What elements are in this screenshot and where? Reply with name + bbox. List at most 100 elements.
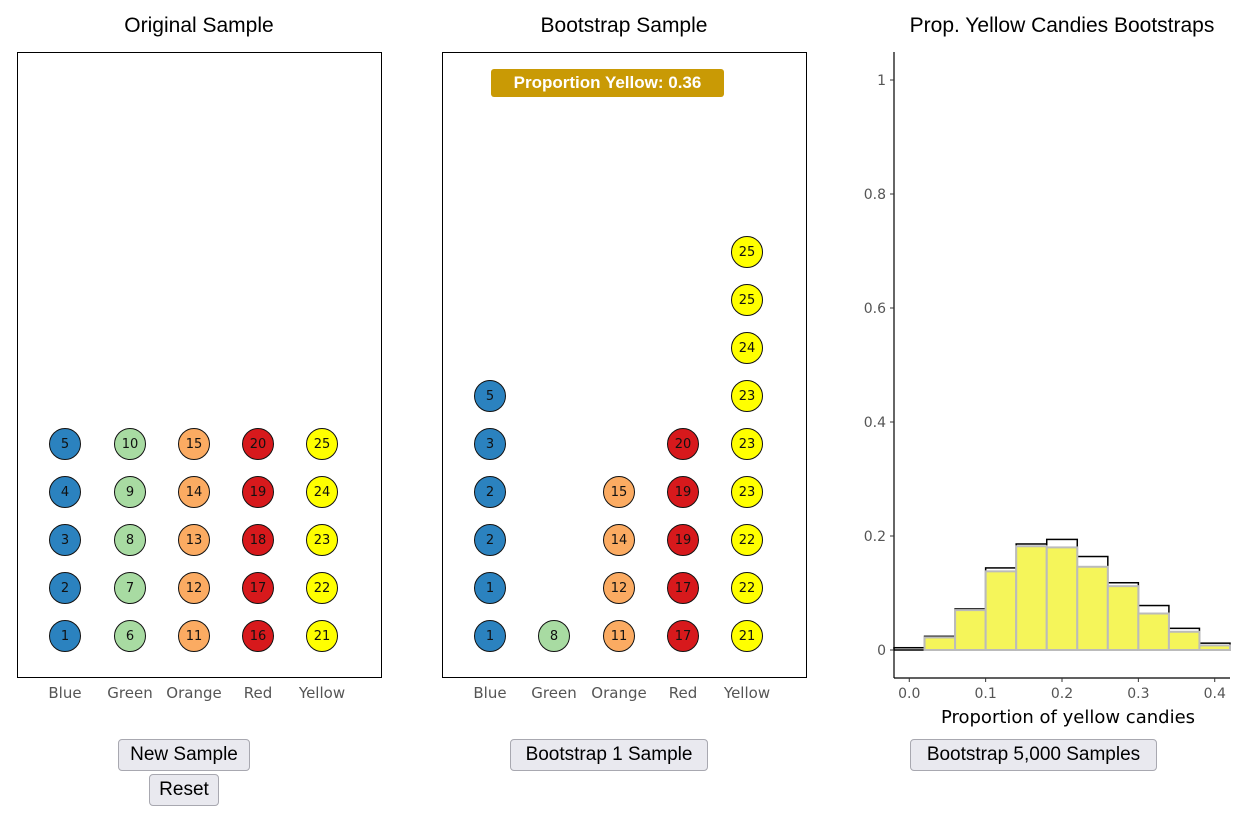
histogram-bar xyxy=(984,567,1017,651)
original-candy: 15 xyxy=(178,428,210,460)
original-candy: 4 xyxy=(49,476,81,508)
original-candy: 7 xyxy=(114,572,146,604)
bootstrap-candy: 19 xyxy=(667,524,699,556)
x-tick-label: 0.4 xyxy=(1204,686,1226,702)
original-category-label: Red xyxy=(243,684,273,702)
x-axis-label: Proportion of yellow candies xyxy=(941,707,1195,728)
histogram-bar xyxy=(1045,546,1079,652)
bootstrap-candy: 22 xyxy=(731,524,763,556)
bootstrap-candy: 1 xyxy=(474,620,506,652)
x-tick-label: 0.0 xyxy=(898,686,920,702)
proportion-yellow-badge: Proportion Yellow: 0.36 xyxy=(491,69,724,97)
original-category-label: Orange xyxy=(166,684,222,702)
original-candy: 1 xyxy=(49,620,81,652)
bootstrap-candy: 5 xyxy=(474,380,506,412)
histogram-bar xyxy=(1167,630,1201,652)
y-tick-label: 1 xyxy=(877,73,886,89)
x-tick-label: 0.2 xyxy=(1051,686,1073,702)
bootstrap-candy: 8 xyxy=(538,620,570,652)
original-candy: 6 xyxy=(114,620,146,652)
histogram-bar xyxy=(923,636,957,652)
histogram-bar xyxy=(1076,565,1109,652)
histogram-bar xyxy=(1198,644,1232,652)
histogram-bar xyxy=(1076,555,1109,651)
histogram-bar xyxy=(1137,604,1170,651)
original-candy: 21 xyxy=(306,620,338,652)
original-candy: 5 xyxy=(49,428,81,460)
histogram-bar xyxy=(1015,545,1048,652)
bootstrap-category-label: Green xyxy=(531,684,577,702)
bootstrap-candy: 1 xyxy=(474,572,506,604)
bootstrap-candy: 15 xyxy=(603,476,635,508)
original-candy: 14 xyxy=(178,476,210,508)
bootstrap-candy: 12 xyxy=(603,572,635,604)
bootstrap-candy: 25 xyxy=(731,236,763,268)
y-tick-label: 0.8 xyxy=(864,187,886,203)
bootstrap-sample-title: Bootstrap Sample xyxy=(540,14,708,37)
histogram-bar xyxy=(1106,585,1140,651)
bootstrap-candy: 23 xyxy=(731,380,763,412)
bootstrap-candy: 17 xyxy=(667,572,699,604)
y-tick-label: 0 xyxy=(877,643,886,659)
histogram-bar xyxy=(893,646,926,651)
original-candy: 11 xyxy=(178,620,210,652)
original-candy: 3 xyxy=(49,524,81,556)
original-candy: 10 xyxy=(114,428,146,460)
bootstrap-one-sample-button[interactable]: Bootstrap 1 Sample xyxy=(510,739,708,771)
bootstrap-candy: 11 xyxy=(603,620,635,652)
bootstrap-candy: 20 xyxy=(667,428,699,460)
x-tick-label: 0.1 xyxy=(975,686,997,702)
histogram-bar xyxy=(954,609,987,651)
histogram-title: Prop. Yellow Candies Bootstraps xyxy=(909,14,1215,37)
histogram-bar xyxy=(1107,581,1140,651)
original-candy: 23 xyxy=(306,524,338,556)
original-candy: 12 xyxy=(178,572,210,604)
bootstrap-candy: 14 xyxy=(603,524,635,556)
original-candy: 8 xyxy=(114,524,146,556)
bootstrap-candy: 2 xyxy=(474,476,506,508)
bootstrap-candy: 25 xyxy=(731,284,763,316)
bootstrap-candy: 3 xyxy=(474,428,506,460)
bootstrap-candy: 19 xyxy=(667,476,699,508)
original-candy: 25 xyxy=(306,428,338,460)
bootstrap-candy: 21 xyxy=(731,620,763,652)
y-tick-label: 0.6 xyxy=(864,301,886,317)
original-category-label: Blue xyxy=(48,684,82,702)
histogram-bar xyxy=(1198,642,1231,651)
histogram-bar xyxy=(923,635,956,651)
x-tick-label: 0.3 xyxy=(1127,686,1149,702)
bootstrap-candy: 23 xyxy=(731,428,763,460)
y-tick-label: 0.2 xyxy=(864,529,886,545)
bootstrap-category-label: Orange xyxy=(591,684,647,702)
bootstrap-many-samples-button[interactable]: Bootstrap 5,000 Samples xyxy=(910,739,1157,771)
histogram-bar xyxy=(1137,612,1170,652)
histogram-bar xyxy=(954,608,987,651)
original-category-label: Green xyxy=(107,684,153,702)
histogram-bar xyxy=(1045,538,1079,651)
original-candy: 20 xyxy=(242,428,274,460)
original-candy: 13 xyxy=(178,524,210,556)
bootstrap-candy: 23 xyxy=(731,476,763,508)
original-candy: 24 xyxy=(306,476,338,508)
bootstrap-candy: 24 xyxy=(731,332,763,364)
original-sample-title: Original Sample xyxy=(124,14,274,37)
original-candy: 16 xyxy=(242,620,274,652)
bootstrap-category-label: Yellow xyxy=(723,684,771,702)
histogram-bar xyxy=(1168,627,1201,651)
original-candy: 17 xyxy=(242,572,274,604)
new-sample-button[interactable]: New Sample xyxy=(118,739,250,771)
histogram-bar xyxy=(1015,543,1048,651)
original-candy: 18 xyxy=(242,524,274,556)
reset-button[interactable]: Reset xyxy=(149,774,219,806)
original-candy: 2 xyxy=(49,572,81,604)
bootstrap-candy: 22 xyxy=(731,572,763,604)
y-tick-label: 0.4 xyxy=(864,415,886,431)
original-candy: 19 xyxy=(242,476,274,508)
bootstrap-candy: 17 xyxy=(667,620,699,652)
original-candy: 22 xyxy=(306,572,338,604)
histogram-bar xyxy=(984,570,1018,652)
bootstrap-category-label: Blue xyxy=(473,684,507,702)
bootstrap-category-label: Red xyxy=(668,684,698,702)
original-category-label: Yellow xyxy=(298,684,346,702)
bootstrap-candy: 2 xyxy=(474,524,506,556)
